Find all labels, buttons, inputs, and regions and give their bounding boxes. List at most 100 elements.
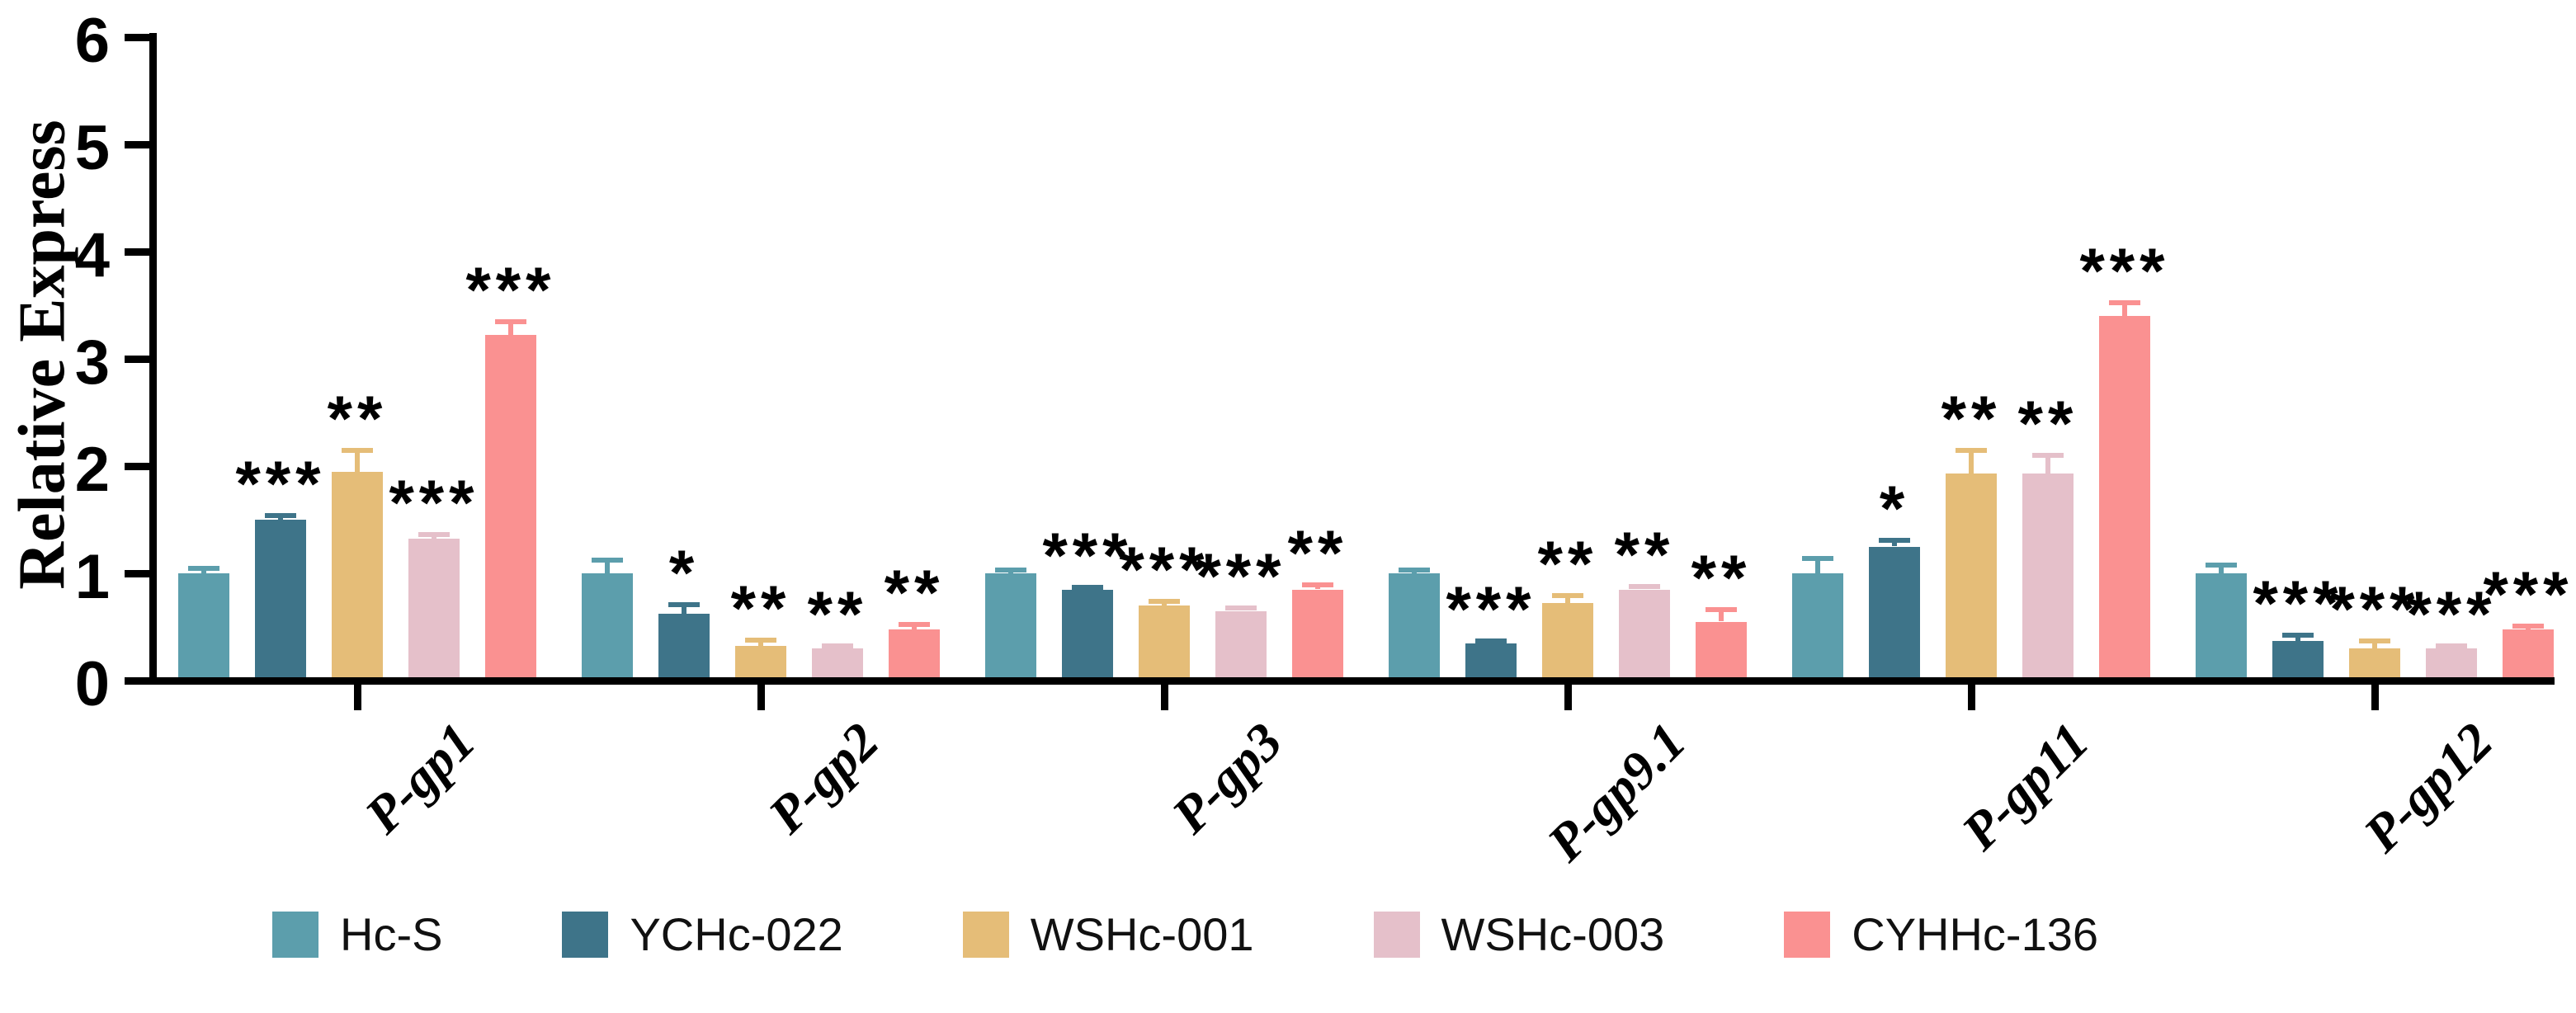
error-bar-cap <box>2512 623 2544 629</box>
y-axis-tick-label: 0 <box>74 649 110 719</box>
y-axis-tick-label: 3 <box>74 327 110 398</box>
error-bar-stem <box>682 604 686 615</box>
legend: Hc-S YCHc-022 WSHc-001 WSHc-003 CYHHc-136 <box>272 912 2098 958</box>
error-bar-cap <box>822 643 853 649</box>
bar-YCHc-022-P-gp12 <box>2272 640 2324 681</box>
y-axis-tick <box>125 356 149 363</box>
legend-label: Hc-S <box>340 908 443 960</box>
y-axis-tick-label: 1 <box>74 542 110 612</box>
x-axis-tick <box>1564 684 1572 710</box>
x-axis-tick <box>1968 684 1975 710</box>
error-bar-stem <box>2372 640 2377 648</box>
significance-stars: ** <box>1287 516 1348 590</box>
error-bar-cap <box>1956 447 1987 453</box>
error-bar-cap <box>745 637 776 643</box>
error-bar-stem <box>2295 635 2300 641</box>
significance-stars: ** <box>1537 527 1598 601</box>
error-bar-cap <box>1302 582 1333 588</box>
error-bar-stem <box>2122 303 2127 316</box>
error-bar-stem <box>2045 455 2050 474</box>
significance-stars: *** <box>235 446 326 520</box>
y-axis-tick <box>125 248 149 256</box>
bar-Hc-S-P-gp12 <box>2196 573 2247 681</box>
x-axis-category-label: P-gp12 <box>2352 711 2503 864</box>
legend-label: WSHc-001 <box>1030 908 1254 960</box>
y-axis-line <box>149 33 157 685</box>
error-bar-cap <box>899 622 930 628</box>
bar-WSHc-003-P-gp3 <box>1215 610 1267 681</box>
error-bar-cap <box>592 558 623 563</box>
significance-stars: *** <box>1196 539 1286 612</box>
bar-Hc-S-P-gp11 <box>1792 573 1843 681</box>
legend-item-Hc-S: Hc-S <box>272 912 442 958</box>
legend-swatch <box>1784 912 1831 958</box>
error-bar-stem <box>1969 450 1974 474</box>
x-axis-category-label: P-gp3 <box>1160 711 1293 845</box>
error-bar-stem <box>2219 564 2224 573</box>
bar-Hc-S-P-gp1 <box>178 573 229 681</box>
error-bar-cap <box>1879 537 1910 543</box>
significance-stars: *** <box>1119 532 1210 605</box>
bar-WSHc-001-P-gp2 <box>735 646 786 681</box>
x-axis-tick <box>2371 684 2379 710</box>
x-axis-tick <box>354 684 361 710</box>
y-axis-tick <box>125 570 149 577</box>
y-axis-tick-label: 2 <box>74 435 110 505</box>
error-bar-cap <box>2282 633 2314 638</box>
error-bar-cap <box>2032 453 2064 458</box>
bar-WSHc-003-P-gp12 <box>2426 648 2477 681</box>
bar-CYHHc-136-P-gp12 <box>2503 629 2554 681</box>
significance-stars: ** <box>1941 381 2002 455</box>
significance-stars: ** <box>2017 387 2078 459</box>
bar-YCHc-022-P-gp9.1 <box>1465 643 1517 681</box>
error-bar-cap <box>2436 643 2467 649</box>
significance-stars: ** <box>730 571 791 644</box>
bar-CYHHc-136-P-gp9.1 <box>1696 621 1747 681</box>
bar-WSHc-001-P-gp12 <box>2349 648 2400 681</box>
error-bar-stem <box>201 568 206 573</box>
legend-swatch <box>1373 912 1420 958</box>
error-bar-cap <box>1225 605 1257 610</box>
y-axis-tick <box>125 463 149 470</box>
error-bar-cap <box>188 565 219 571</box>
y-axis-tick <box>125 34 149 41</box>
legend-label: YCHc-022 <box>630 908 843 960</box>
error-bar-stem <box>355 450 360 472</box>
significance-stars: *** <box>1446 572 1536 645</box>
error-bar-cap <box>1802 555 1833 561</box>
significance-stars: *** <box>1042 518 1133 591</box>
bar-WSHc-003-P-gp9.1 <box>1619 589 1670 681</box>
x-axis-category-label: P-gp1 <box>353 711 486 845</box>
significance-stars: ** <box>1614 517 1675 591</box>
error-bar-cap <box>1475 638 1507 643</box>
significance-stars: *** <box>389 466 479 539</box>
significance-stars: ** <box>1691 541 1752 615</box>
bar-WSHc-001-P-gp1 <box>332 471 383 681</box>
error-bar-cap <box>342 447 373 453</box>
bar-YCHc-022-P-gp11 <box>1869 546 1920 681</box>
bar-YCHc-022-P-gp3 <box>1062 589 1113 681</box>
error-bar-stem <box>1565 596 1570 604</box>
significance-stars: *** <box>2253 567 2343 640</box>
x-axis-tick <box>757 684 765 710</box>
error-bar-stem <box>758 639 763 647</box>
error-bar-cap <box>2206 562 2237 568</box>
error-bar-cap <box>1399 568 1430 573</box>
bar-CYHHc-136-P-gp2 <box>889 629 940 681</box>
bar-Hc-S-P-gp9.1 <box>1389 573 1440 681</box>
bar-YCHc-022-P-gp2 <box>658 614 710 681</box>
bar-YCHc-022-P-gp1 <box>255 520 306 681</box>
error-bar-stem <box>1719 610 1724 622</box>
bar-Hc-S-P-gp2 <box>582 573 633 681</box>
y-axis-tick-label: 5 <box>74 113 110 183</box>
y-axis-tick <box>125 677 149 685</box>
x-axis-category-label: P-gp9.1 <box>1536 711 1696 873</box>
legend-item-CYHHc-136: CYHHc-136 <box>1784 912 2098 958</box>
x-axis-category-label: P-gp2 <box>757 711 889 845</box>
error-bar-stem <box>508 321 513 336</box>
error-bar-cap <box>668 601 700 607</box>
significance-stars: *** <box>465 252 556 326</box>
significance-stars: *** <box>2329 572 2420 645</box>
